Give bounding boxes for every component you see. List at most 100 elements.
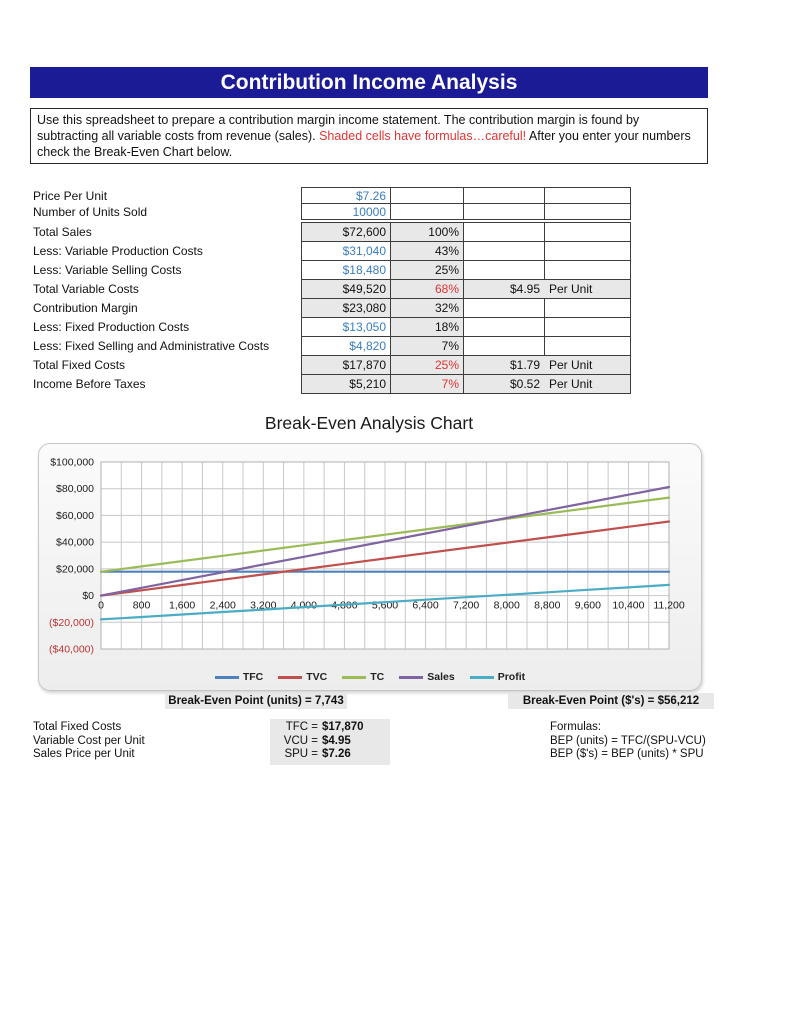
x-tick-label: 800 xyxy=(133,600,151,612)
breakeven-dollars-label: Break-Even Point ($'s) = $56,212 xyxy=(508,693,714,709)
input-cell-value[interactable]: $18,480 xyxy=(301,260,391,280)
formula-cell-value: $72,600 xyxy=(301,222,391,242)
x-tick-label: 7,200 xyxy=(453,600,479,612)
equation-label: TFC = xyxy=(285,721,318,733)
per-unit-value: $1.79 xyxy=(509,358,540,372)
formula-cell-value: $5,210 xyxy=(301,374,391,394)
cell-empty xyxy=(463,203,545,220)
legend-label: Sales xyxy=(427,671,455,683)
description-warning: Shaded cells have formulas…careful! xyxy=(319,129,527,143)
legend-label: TC xyxy=(370,671,385,683)
legend-line-icon xyxy=(214,675,239,679)
y-tick-label: $60,000 xyxy=(56,510,94,522)
formula-cell-value: $17,870 xyxy=(301,355,391,375)
legend-line-icon xyxy=(342,675,367,679)
y-tick-label: $0 xyxy=(82,590,94,602)
per-unit-value: $0.52 xyxy=(509,377,540,391)
series-line-profit xyxy=(99,583,671,621)
footer-equation: SPU = $7.26 xyxy=(278,748,390,762)
cell-percent: 68% xyxy=(390,279,464,299)
footer-formulas: Formulas: BEP (units) = TFC/(SPU-VCU) BEP … xyxy=(550,721,706,762)
breakeven-units-label: Break-Even Point (units) = 7,743 xyxy=(165,693,347,709)
legend-item-sales: Sales xyxy=(399,671,455,683)
statement-row: Price Per Unit $7.26 xyxy=(33,187,631,204)
statement-row: Less: Fixed Production Costs $13,050 18% xyxy=(33,317,631,337)
cell-percent: 7% xyxy=(390,336,464,356)
row-label: Less: Fixed Production Costs xyxy=(33,317,302,337)
per-unit-label: Per Unit xyxy=(549,358,593,372)
description-text-2: After you enter your numbers check the B… xyxy=(37,129,691,159)
per-unit-label: Per Unit xyxy=(549,282,593,296)
input-cell-value[interactable]: $13,050 xyxy=(301,317,391,337)
cell-empty xyxy=(544,298,631,318)
cell-empty xyxy=(463,298,545,318)
cell-empty xyxy=(544,222,631,242)
y-tick-label: $40,000 xyxy=(56,537,94,549)
y-tick-label: $20,000 xyxy=(56,563,94,575)
input-cell-value[interactable]: $31,040 xyxy=(301,241,391,261)
statement-row: Number of Units Sold 10000 xyxy=(33,203,631,220)
series-line-tvc xyxy=(99,520,671,597)
legend-line-icon xyxy=(278,675,303,679)
row-label: Total Variable Costs xyxy=(33,279,302,299)
statement-row: Total Sales $72,600 100% xyxy=(33,222,631,242)
footer-label: Sales Price per Unit xyxy=(33,748,135,760)
row-label: Contribution Margin xyxy=(33,298,302,318)
description-text-1: Use this spreadsheet to prepare a contri… xyxy=(37,113,640,143)
equation-value: $7.26 xyxy=(322,748,351,760)
y-tick-label: $80,000 xyxy=(56,483,94,495)
x-tick-label: 2,400 xyxy=(210,600,236,612)
x-tick-label: 11,200 xyxy=(653,600,684,612)
input-cell-value[interactable]: $7.26 xyxy=(301,187,391,204)
footer-equations: TFC = $17,870 VCU = $4.95 SPU = $7.26 xyxy=(270,719,390,765)
cell-empty xyxy=(463,317,545,337)
x-tick-label: 10,400 xyxy=(612,600,644,612)
cell-percent: 32% xyxy=(390,298,464,318)
x-tick-label: 1,600 xyxy=(169,600,195,612)
row-label: Price Per Unit xyxy=(33,187,302,204)
row-label: Income Before Taxes xyxy=(33,374,302,394)
input-cell-value[interactable]: $4,820 xyxy=(301,336,391,356)
income-statement-table: Price Per Unit $7.26 Number of Units Sold 1… xyxy=(33,187,631,394)
cell-empty xyxy=(544,336,631,356)
statement-row: Less: Fixed Selling and Administrative C… xyxy=(33,336,631,356)
income-statement-body: Price Per Unit $7.26 Number of Units Sold 1… xyxy=(33,187,631,394)
row-label: Less: Fixed Selling and Administrative C… xyxy=(33,336,302,356)
equation-label: SPU = xyxy=(284,748,318,760)
y-tick-label: ($20,000) xyxy=(49,617,94,629)
description-box: Use this spreadsheet to prepare a contri… xyxy=(30,108,708,164)
row-label: Less: Variable Selling Costs xyxy=(33,260,302,280)
equation-label: VCU = xyxy=(283,734,318,747)
cell-empty xyxy=(544,187,631,204)
breakeven-chart: 0 800 1,600 2,400 3,200 4,000 4,800 5,600 6,400 7… xyxy=(38,443,702,691)
series-line-tc xyxy=(99,496,671,573)
legend-label: Profit xyxy=(497,671,526,683)
formula-cell-value: $23,080 xyxy=(301,298,391,318)
cell-empty xyxy=(463,336,545,356)
cell-percent: 18% xyxy=(390,317,464,337)
footer-equation: VCU = $4.95 xyxy=(278,735,390,749)
cell-percent: 100% xyxy=(390,222,464,242)
statement-row: Contribution Margin $23,080 32% xyxy=(33,298,631,318)
footer-equation: TFC = $17,870 xyxy=(278,721,390,735)
chart-title: Break-Even Analysis Chart xyxy=(264,413,474,433)
row-label: Total Sales xyxy=(33,222,302,242)
formula-line: BEP (units) = TFC/(SPU-VCU) xyxy=(550,734,706,747)
cell-per-unit: $0.52 Per Unit xyxy=(463,374,631,394)
row-label: Less: Variable Production Costs xyxy=(33,241,302,261)
footer-label: Variable Cost per Unit xyxy=(33,734,145,747)
x-tick-label: 9,600 xyxy=(575,600,601,612)
x-tick-label: 0 xyxy=(98,600,104,612)
statement-row: Total Fixed Costs $17,870 25% $1.79 Per Unit xyxy=(33,355,631,375)
cell-percent: 25% xyxy=(390,260,464,280)
cell-empty xyxy=(544,241,631,261)
statement-row: Less: Variable Selling Costs $18,480 25% xyxy=(33,260,631,280)
legend-item-tc: TC xyxy=(342,671,384,683)
x-tick-label: 8,000 xyxy=(494,600,520,612)
cell-percent: 7% xyxy=(390,374,464,394)
legend-item-tfc: TFC xyxy=(214,671,263,683)
input-cell-value[interactable]: 10000 xyxy=(301,203,391,220)
y-tick-label: ($40,000) xyxy=(49,644,94,656)
statement-row: Total Variable Costs $49,520 68% $4.95 Per U… xyxy=(33,279,631,299)
